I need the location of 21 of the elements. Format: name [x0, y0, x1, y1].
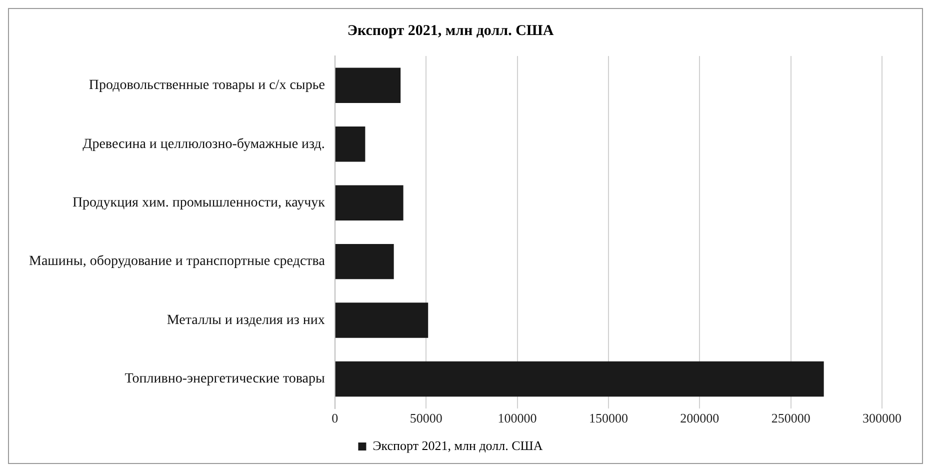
- y-tick-label: Продовольственные товары и с/х сырье: [88, 78, 325, 94]
- x-tick-label: 150000: [588, 410, 628, 426]
- legend-label: Экспорт 2021, млн долл. США: [372, 438, 544, 453]
- y-tick-label: Металлы и изделия из них: [166, 312, 325, 328]
- bar: [335, 244, 394, 280]
- y-tick-label: Продукция хим. промышленности, каучук: [72, 196, 326, 211]
- x-tick-label: 300000: [862, 410, 902, 426]
- x-tick-label: 100000: [498, 410, 537, 426]
- x-tick-label: 0: [332, 410, 338, 426]
- x-tick-label: 200000: [680, 410, 720, 426]
- y-tick-label: Древесина и целлюлозно-бумажные изд.: [82, 136, 325, 152]
- x-tick-label: 50000: [410, 410, 442, 426]
- bar: [335, 185, 404, 220]
- y-tick-label: Машины, оборудование и транспортные средства: [28, 254, 326, 270]
- bar: [335, 361, 824, 397]
- y-tick-label: Топливно-энергетические товары: [124, 372, 326, 387]
- bar: [335, 126, 366, 162]
- chart-title: Экспорт 2021, млн долл. США: [347, 22, 554, 39]
- bar: [335, 302, 428, 338]
- x-tick-label: 250000: [771, 410, 810, 426]
- bar: [335, 68, 401, 103]
